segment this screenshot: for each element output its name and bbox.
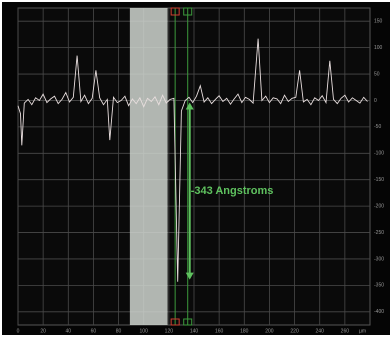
x-tick-label: 0 (17, 328, 20, 334)
x-tick-label: 120 (165, 328, 174, 334)
y-tick-label: -50 (374, 124, 381, 130)
x-tick-label: 60 (91, 328, 97, 334)
cursor-handle (170, 318, 180, 326)
cursor-handle (183, 7, 193, 16)
x-tick-label: 40 (66, 328, 72, 334)
y-tick-label: -200 (374, 203, 384, 209)
x-axis-label: µm (359, 328, 366, 334)
y-tick-label: 150 (374, 19, 383, 25)
x-tick-label: 260 (341, 328, 350, 334)
x-tick-label: 80 (116, 328, 122, 334)
y-tick-label: -350 (374, 283, 384, 289)
x-tick-label: 200 (265, 328, 274, 334)
y-tick-label: 50 (374, 71, 380, 77)
x-tick-label: 140 (190, 328, 199, 334)
x-tick-label: 220 (290, 328, 299, 334)
measurement-label: -343 Angstroms (191, 185, 274, 197)
arrow-head (185, 272, 194, 280)
x-tick-label: 240 (316, 328, 325, 334)
arrow-head (185, 102, 194, 110)
y-tick-label: -100 (374, 151, 384, 157)
selection-band (129, 8, 168, 325)
y-tick-label: -400 (374, 309, 384, 315)
cursor-handle (170, 7, 180, 16)
y-tick-label: 0 (374, 98, 377, 104)
y-tick-label: -250 (374, 230, 384, 236)
x-tick-label: 160 (215, 328, 224, 334)
y-tick-label: -300 (374, 256, 384, 262)
y-tick-label: -150 (374, 177, 384, 183)
x-tick-label: 180 (240, 328, 249, 334)
profile-line (17, 38, 368, 282)
cursor-handle (183, 318, 193, 326)
x-tick-label: 100 (140, 328, 149, 334)
x-tick-label: 20 (40, 328, 46, 334)
y-tick-label: 100 (374, 45, 383, 51)
